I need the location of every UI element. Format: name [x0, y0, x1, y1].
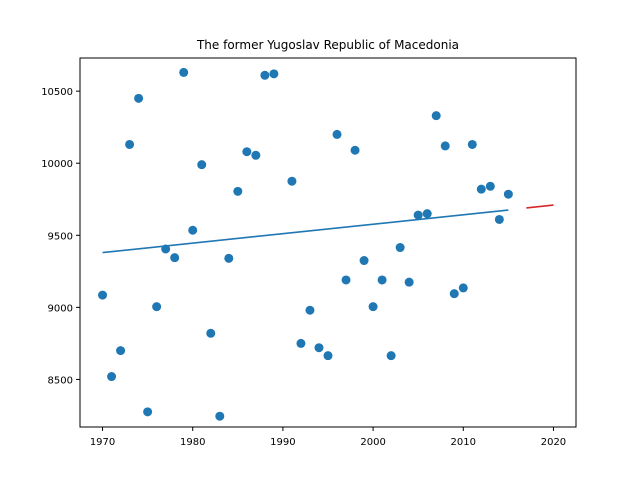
x-tick-label: 1980: [180, 437, 205, 448]
trend-line: [102, 209, 509, 254]
y-axis: 8500 9000 9500 10000 10500: [41, 87, 80, 386]
data-point: [449, 289, 459, 299]
y-tick-label: 8500: [48, 375, 73, 386]
data-points: [98, 67, 513, 421]
data-point: [107, 372, 117, 382]
data-point: [332, 129, 342, 139]
data-point: [503, 189, 513, 199]
data-point: [251, 150, 261, 160]
x-tick-label: 2010: [451, 437, 476, 448]
data-point: [467, 139, 477, 149]
data-point: [494, 214, 504, 224]
data-point: [98, 290, 108, 300]
y-tick-label: 10500: [41, 87, 73, 98]
data-point: [260, 70, 270, 80]
data-point: [116, 346, 126, 356]
data-point: [350, 145, 360, 155]
data-point: [413, 210, 423, 220]
data-point: [287, 176, 297, 186]
data-point: [386, 351, 396, 361]
data-point: [341, 275, 351, 285]
data-point: [305, 305, 315, 315]
plot-frame: [79, 57, 577, 428]
data-point: [323, 351, 333, 361]
data-point: [269, 69, 279, 79]
x-tick-label: 2000: [360, 437, 385, 448]
data-point: [440, 141, 450, 151]
series-lines: [102, 204, 554, 254]
data-point: [233, 186, 243, 196]
data-point: [179, 67, 189, 77]
data-point: [197, 160, 207, 170]
data-point: [422, 209, 432, 219]
data-point: [206, 328, 216, 338]
data-point: [359, 256, 369, 266]
x-tick-label: 1970: [90, 437, 115, 448]
data-point: [296, 338, 306, 348]
y-tick-label: 10000: [41, 159, 73, 170]
data-point: [134, 93, 144, 103]
data-point: [377, 275, 387, 285]
data-point: [476, 184, 486, 194]
data-point: [224, 253, 234, 263]
y-tick-label: 9000: [48, 303, 73, 314]
forecast-line: [526, 204, 554, 209]
data-point: [368, 302, 378, 312]
x-axis: 1970 1980 1990 2000 2010 2020: [90, 427, 566, 448]
data-point: [485, 181, 495, 191]
data-point: [125, 139, 135, 149]
data-point: [395, 243, 405, 253]
y-tick-label: 9500: [48, 231, 73, 242]
x-tick-label: 1990: [270, 437, 295, 448]
data-point: [215, 411, 225, 421]
data-point: [170, 253, 180, 263]
data-point: [404, 277, 414, 287]
data-point: [152, 302, 162, 312]
data-point: [161, 244, 171, 254]
data-point: [188, 225, 198, 235]
data-point: [143, 407, 153, 417]
data-point: [431, 111, 441, 121]
data-point: [242, 147, 252, 157]
chart-title: The former Yugoslav Republic of Macedoni…: [196, 38, 459, 52]
data-point: [314, 343, 324, 353]
data-point: [458, 283, 468, 293]
x-tick-label: 2020: [541, 437, 566, 448]
